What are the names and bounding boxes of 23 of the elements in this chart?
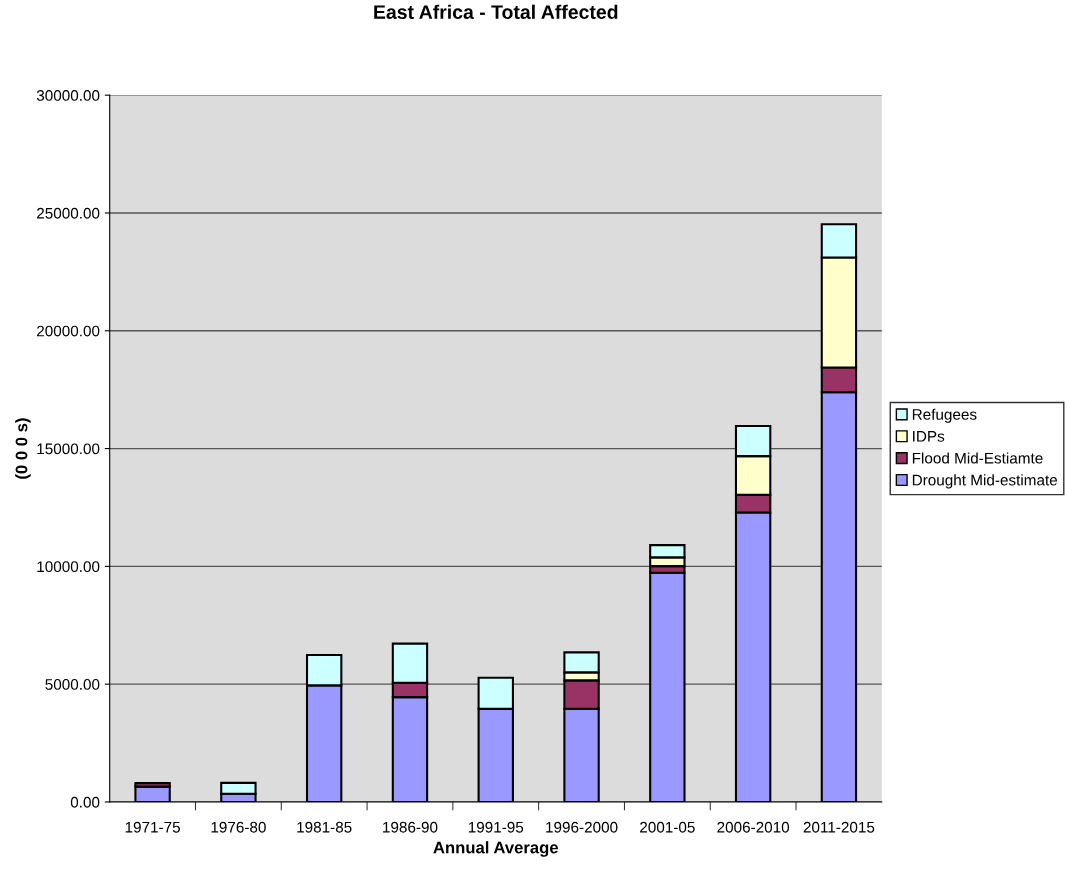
x-tick-label: 1971-75 bbox=[125, 821, 180, 833]
y-tick-label: 5000.00 bbox=[45, 679, 100, 690]
legend-label: Drought Mid-estimate bbox=[912, 474, 1058, 489]
legend-label: IDPs bbox=[913, 431, 945, 442]
x-tick-label: 2001-05 bbox=[640, 821, 695, 833]
legend-label: Flood Mid-Estiamte bbox=[912, 452, 1043, 464]
y-tick-label: 20000.00 bbox=[37, 325, 100, 337]
x-axis-title: Annual Average bbox=[433, 841, 559, 857]
y-tick-label: 15000.00 bbox=[37, 443, 100, 455]
x-tick-label: 1976-80 bbox=[211, 821, 266, 833]
x-tick-label: 2011-2015 bbox=[803, 821, 875, 833]
y-tick-label: 10000.00 bbox=[37, 561, 100, 573]
x-tick-label: 1996-2000 bbox=[546, 821, 618, 833]
y-tick-label: 25000.00 bbox=[37, 207, 100, 219]
legend-label: Refugees bbox=[912, 408, 977, 423]
x-tick-label: 2006-2010 bbox=[717, 821, 790, 833]
x-tick-label: 1991-95 bbox=[468, 821, 524, 833]
x-tick-label: 1981-85 bbox=[297, 821, 352, 833]
y-axis-title: (0 0 0 s) bbox=[15, 418, 31, 479]
y-tick-label: 0.00 bbox=[70, 796, 100, 808]
y-tick-label: 30000.00 bbox=[36, 90, 100, 101]
x-tick-label: 1986-90 bbox=[383, 821, 438, 833]
chart-title: East Africa - Total Affected bbox=[374, 4, 618, 19]
